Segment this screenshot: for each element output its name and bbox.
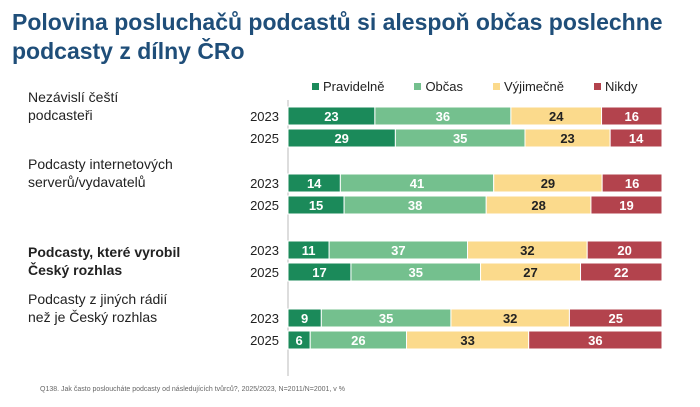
data-label: 19 <box>619 198 633 213</box>
year-label: 2023 <box>250 243 279 258</box>
bar-segment <box>568 308 663 328</box>
data-label: 37 <box>391 243 405 258</box>
data-label: 26 <box>351 333 365 348</box>
data-label: 14 <box>629 131 644 146</box>
bar-segment <box>609 128 663 148</box>
legend-swatch <box>312 83 319 90</box>
bar-segment <box>580 262 663 282</box>
legend-label: Výjimečně <box>504 79 564 94</box>
data-label: 36 <box>436 109 450 124</box>
legend-label: Nikdy <box>604 79 638 94</box>
year-label: 2023 <box>250 109 279 124</box>
group-label: Nezávislí čeští podcasteři <box>28 89 118 123</box>
data-label: 23 <box>324 109 338 124</box>
data-label: 20 <box>617 243 631 258</box>
footnote: Q138. Jak často posloucháte podcasty od … <box>40 386 345 393</box>
year-label: 2025 <box>250 198 279 213</box>
data-label: 11 <box>302 243 316 258</box>
data-label: 29 <box>334 131 348 146</box>
data-label: 35 <box>379 311 393 326</box>
legend-label: Pravidelně <box>323 79 385 94</box>
bar-segment <box>528 330 663 350</box>
data-label: 41 <box>410 176 424 191</box>
data-label: 25 <box>608 311 622 326</box>
legend-label: Občas <box>425 79 464 94</box>
data-label: 32 <box>520 243 534 258</box>
legend-swatch <box>493 83 501 90</box>
bar-segment <box>601 173 663 193</box>
data-label: 6 <box>295 333 302 348</box>
data-label: 35 <box>409 265 423 280</box>
year-label: 2023 <box>250 311 279 326</box>
year-label: 2023 <box>250 176 279 191</box>
data-label: 33 <box>460 333 474 348</box>
group-label: Podcasty, které vyrobil Český rozhlas <box>28 244 180 278</box>
data-label: 36 <box>588 333 602 348</box>
legend: Pravidelně Občas Výjimečně Nikdy <box>312 79 668 94</box>
data-label: 16 <box>625 176 639 191</box>
data-label: 14 <box>307 176 322 191</box>
legend-item: Občas <box>414 79 463 94</box>
data-label: 35 <box>453 131 467 146</box>
data-label: 27 <box>523 265 537 280</box>
bar-segment <box>601 106 663 126</box>
data-label: 17 <box>312 265 326 280</box>
legend-swatch <box>414 83 422 90</box>
legend-item: Výjimečně <box>493 79 564 94</box>
bar-segment <box>586 240 663 260</box>
year-label: 2025 <box>250 131 279 146</box>
year-label: 2025 <box>250 333 279 348</box>
data-label: 15 <box>309 198 323 213</box>
data-label: 24 <box>549 109 564 124</box>
legend-swatch <box>593 83 601 90</box>
data-label: 38 <box>408 198 422 213</box>
data-label: 32 <box>503 311 517 326</box>
legend-item: Nikdy <box>593 79 638 94</box>
data-label: 16 <box>625 109 639 124</box>
data-label: 23 <box>560 131 574 146</box>
group-label: Podcasty internetových serverů/vydavatelů <box>28 156 173 190</box>
data-label: 29 <box>541 176 555 191</box>
bar-segment <box>590 195 663 215</box>
group-label: Podcasty z jiných rádií než je Český rozh… <box>28 291 167 325</box>
chart-title: Polovina posluchačů podcastů si alespoň … <box>12 9 663 64</box>
data-label: 9 <box>301 311 308 326</box>
data-label: 28 <box>531 198 545 213</box>
legend-item: Pravidelně <box>312 79 384 94</box>
data-label: 22 <box>614 265 628 280</box>
year-label: 2025 <box>250 265 279 280</box>
